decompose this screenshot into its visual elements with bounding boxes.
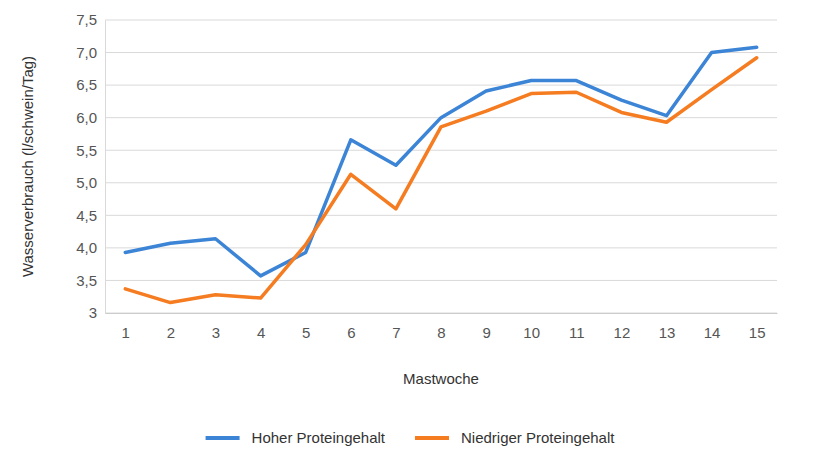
- legend-swatch: [206, 436, 240, 440]
- y-tick-label: 4,0: [76, 239, 97, 256]
- y-tick-label: 7,5: [76, 11, 97, 28]
- x-tick-label: 11: [569, 324, 585, 341]
- legend-swatch: [415, 436, 449, 440]
- y-tick: 4,5: [76, 207, 105, 224]
- x-tick-label: 15: [749, 324, 766, 341]
- legend-item: Hoher Proteingehalt: [206, 429, 386, 446]
- y-tick-label: 3: [89, 304, 97, 321]
- x-tick: 1: [122, 313, 130, 341]
- x-tick-label: 14: [704, 324, 721, 341]
- x-tick: 7: [392, 313, 400, 341]
- grid-line: [105, 150, 777, 151]
- y-axis-title: Wasserverbrauch (l/schwein/Tag): [19, 56, 36, 277]
- legend: Hoher Proteingehalt Niedriger Proteingeha…: [206, 429, 616, 446]
- legend-label: Hoher Proteingehalt: [252, 429, 386, 446]
- y-tick-label: 7,0: [76, 44, 97, 61]
- grid-line: [105, 20, 777, 21]
- grid-line: [105, 215, 777, 216]
- series-line: [125, 47, 756, 276]
- x-tick-label: 12: [614, 324, 631, 341]
- grid-line: [105, 85, 777, 86]
- grid-line: [105, 52, 777, 53]
- series-line: [125, 58, 756, 303]
- x-tick-label: 7: [392, 324, 400, 341]
- x-tick: 15: [749, 313, 766, 341]
- chart-container: 33,54,04,55,05,56,06,57,07,5123456789101…: [0, 0, 820, 461]
- x-tick-label: 13: [659, 324, 676, 341]
- x-axis-title: Mastwoche: [403, 370, 479, 387]
- grid-line: [105, 182, 777, 183]
- legend-label: Niedriger Proteingehalt: [461, 429, 615, 446]
- y-tick: 7,0: [76, 44, 105, 61]
- x-axis: 123456789101112131415: [106, 313, 778, 341]
- y-axis: 3 3,5 4,0 4,5 5,0 5,5 6,0 6,5 7,0 7,5: [76, 11, 105, 321]
- y-tick: 3,5: [76, 272, 105, 289]
- y-tick: 5,0: [76, 174, 105, 191]
- x-tick: 4: [257, 313, 265, 341]
- y-tick-label: 6,5: [76, 76, 97, 93]
- chart: 33,54,04,55,05,56,06,57,07,5123456789101…: [0, 0, 820, 461]
- y-tick-label: 5,0: [76, 174, 97, 191]
- x-tick-label: 10: [523, 324, 540, 341]
- y-tick: 4,0: [76, 239, 105, 256]
- x-tick: 3: [212, 313, 220, 341]
- y-tick: 6,5: [76, 76, 105, 93]
- grid: [105, 20, 777, 313]
- x-tick: 13: [659, 313, 676, 341]
- y-tick: 7,5: [76, 11, 105, 28]
- y-axis-line: [105, 21, 106, 314]
- x-axis-line: [106, 313, 778, 314]
- x-tick: 12: [614, 313, 631, 341]
- x-tick-label: 3: [212, 324, 220, 341]
- series-group: [125, 47, 756, 302]
- y-tick-label: 3,5: [76, 272, 97, 289]
- x-tick: 8: [437, 313, 445, 341]
- x-tick: 9: [482, 313, 490, 341]
- y-tick-label: 6,0: [76, 109, 97, 126]
- grid-line: [105, 247, 777, 248]
- legend-item: Niedriger Proteingehalt: [415, 429, 615, 446]
- x-tick: 11: [569, 313, 585, 341]
- plot-area: 33,54,04,55,05,56,06,57,07,5123456789101…: [76, 11, 777, 340]
- y-tick: 3: [89, 304, 105, 321]
- y-tick-label: 4,5: [76, 207, 97, 224]
- grid-line: [105, 280, 777, 281]
- x-tick-label: 4: [257, 324, 265, 341]
- x-tick: 2: [167, 313, 175, 341]
- y-tick: 5,5: [76, 142, 105, 159]
- x-tick: 14: [704, 313, 721, 341]
- x-tick: 10: [523, 313, 540, 341]
- x-tick: 6: [347, 313, 355, 341]
- x-tick: 5: [302, 313, 310, 341]
- x-tick-label: 5: [302, 324, 310, 341]
- y-tick: 6,0: [76, 109, 105, 126]
- x-tick-label: 9: [482, 324, 490, 341]
- y-tick-label: 5,5: [76, 142, 97, 159]
- grid-line: [105, 313, 777, 314]
- x-tick-label: 2: [167, 324, 175, 341]
- x-tick-label: 6: [347, 324, 355, 341]
- x-tick-label: 8: [437, 324, 445, 341]
- x-tick-label: 1: [122, 324, 130, 341]
